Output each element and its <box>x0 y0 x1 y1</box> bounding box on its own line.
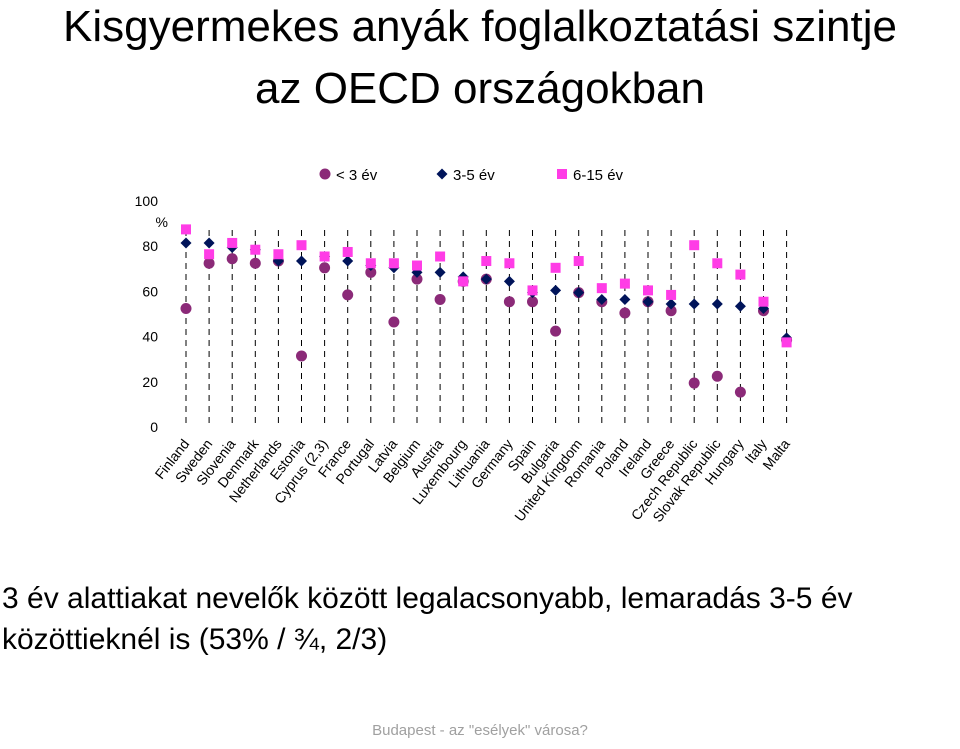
series-1-point <box>688 377 700 389</box>
series-1-point <box>550 325 562 337</box>
series-3-point <box>689 240 700 251</box>
series-3-point <box>458 276 469 287</box>
series-1-point <box>180 302 192 314</box>
legend-marker-1 <box>319 168 331 180</box>
series-1-point <box>388 316 400 328</box>
series-2-point <box>688 298 700 310</box>
employment-chart: 020406080100%FinlandSwedenSloveniaDenmar… <box>135 167 793 525</box>
series-1-point <box>249 257 261 269</box>
series-1-point <box>665 305 677 317</box>
series-3-point <box>504 258 515 269</box>
series-3-point <box>388 258 399 269</box>
series-3-point <box>250 244 261 255</box>
legend-marker-2 <box>436 168 448 180</box>
series-2-point <box>434 266 446 278</box>
series-3-point <box>227 237 238 248</box>
y-tick-label: 40 <box>142 329 158 345</box>
series-2-point <box>665 298 677 310</box>
series-3-point <box>481 256 492 267</box>
series-2-point <box>180 237 192 249</box>
series-3-point <box>435 251 446 262</box>
series-1-point <box>434 293 446 305</box>
legend-marker-3 <box>557 169 567 179</box>
series-3-point <box>365 258 376 269</box>
series-3-point <box>619 278 630 289</box>
y-axis-label: % <box>156 214 168 230</box>
x-tick-label: Malta <box>759 436 793 473</box>
series-3-point <box>273 249 284 260</box>
series-1-point <box>503 296 515 308</box>
series-1-point <box>226 253 238 265</box>
y-tick-label: 60 <box>142 283 158 299</box>
series-2-point <box>711 298 723 310</box>
series-3-point <box>735 269 746 280</box>
series-3-point <box>550 262 561 273</box>
series-3-point <box>527 285 538 296</box>
series-2-point <box>642 296 654 308</box>
series-2-point <box>342 255 354 267</box>
y-tick-label: 80 <box>142 238 158 254</box>
series-2-point <box>503 275 515 287</box>
page-title-line-1: Kisgyermekes anyák foglalkoztatási szint… <box>63 2 897 51</box>
legend-label-3: 6-15 év <box>573 167 624 184</box>
series-2-point <box>550 284 562 296</box>
series-2-point <box>619 293 631 305</box>
series-2-point <box>596 293 608 305</box>
series-1-point <box>711 370 723 382</box>
caption-text: 3 év alattiakat nevelők között legalacso… <box>2 582 853 656</box>
series-3-point <box>412 260 422 271</box>
footer-text: Budapest - az "esélyek" városa? <box>372 722 588 739</box>
series-2-point <box>734 300 746 312</box>
series-2-point <box>272 255 284 267</box>
series-3-point <box>712 258 723 269</box>
series-2-point <box>480 273 492 285</box>
series-1-point <box>527 296 538 308</box>
series-3-point <box>204 249 215 260</box>
series-1-point <box>296 350 307 362</box>
series-3-point <box>596 283 607 294</box>
series-1-point <box>342 289 354 301</box>
series-1-point <box>619 307 631 319</box>
series-3-point <box>342 246 353 257</box>
series-1-point <box>734 386 746 398</box>
series-3-point <box>296 240 307 251</box>
y-tick-label: 0 <box>150 419 158 435</box>
series-2-point <box>573 287 585 299</box>
page-title-line-2: az OECD országokban <box>255 64 705 113</box>
y-tick-label: 20 <box>142 374 158 390</box>
legend-label-1: < 3 év <box>336 167 378 184</box>
series-3-point <box>666 289 677 300</box>
series-3-point <box>181 224 191 235</box>
series-1-point <box>319 262 331 274</box>
y-tick-label: 100 <box>135 193 159 209</box>
series-2-point <box>296 255 307 267</box>
legend-label-2: 3-5 év <box>453 167 495 184</box>
series-3-point <box>319 251 330 262</box>
series-1-point <box>203 257 215 269</box>
series-3-point <box>643 285 653 296</box>
series-2-point <box>203 237 215 249</box>
series-1-point <box>411 273 423 285</box>
series-1-point <box>365 266 377 278</box>
series-2-point <box>758 302 769 314</box>
series-3-point <box>573 256 584 267</box>
series-3-point <box>758 296 769 307</box>
series-3-point <box>781 337 792 348</box>
